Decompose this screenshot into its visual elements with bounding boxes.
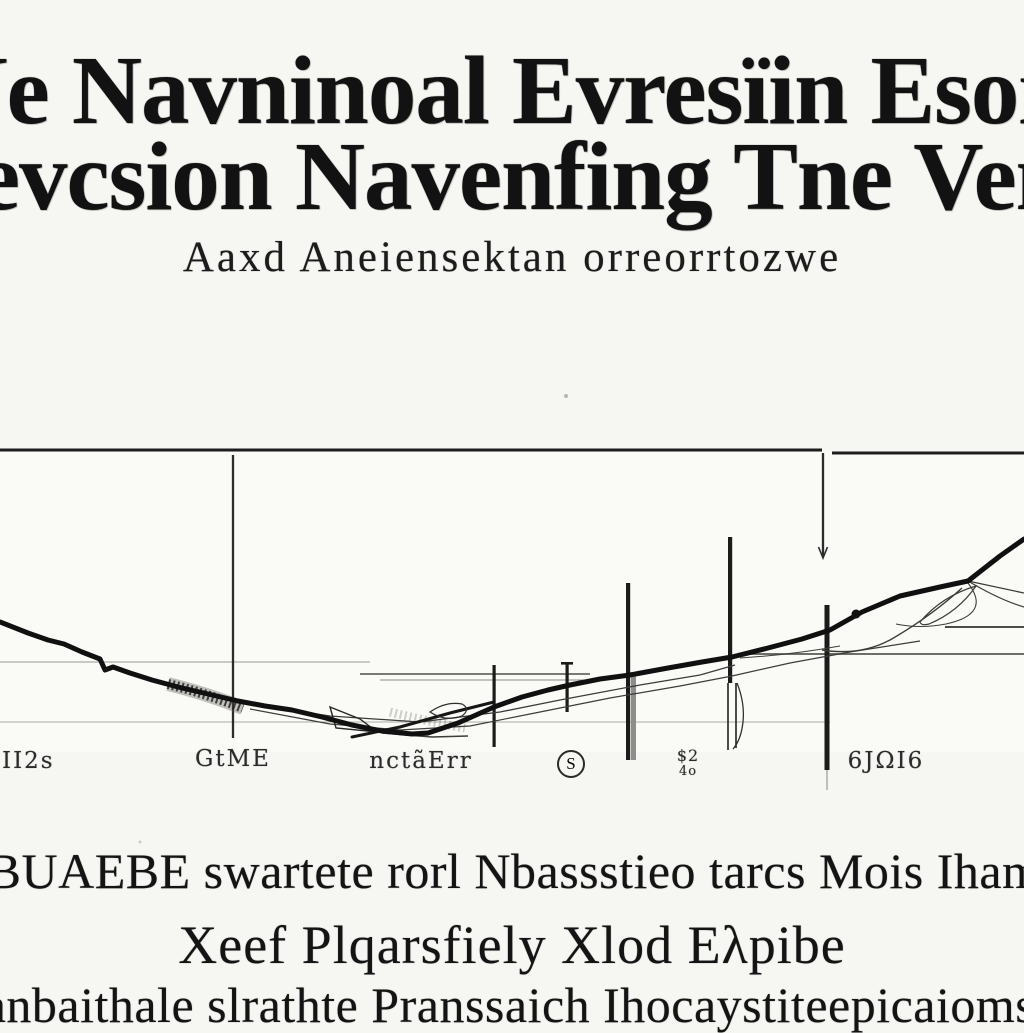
annotation-dot: [851, 609, 861, 619]
caption-line-2: Xeef Plqarsfiely Xlod Eλpibe: [178, 915, 846, 975]
x-axis-label-6: 6JΩI6: [847, 748, 925, 774]
x-axis-label-5: $2 4o: [676, 746, 700, 779]
headline-line-1: Ne Navninoal Evresïin Esoie: [0, 37, 1024, 144]
plot-area: [0, 452, 1024, 752]
hollow-bar-hook: [732, 682, 745, 750]
x-axis-label-2: GtME: [195, 746, 271, 772]
caption-line-3: resanbaithale slrathte Pranssaich Ihocay…: [0, 977, 1024, 1033]
paper-speck: [138, 840, 142, 844]
companion-lines: [242, 580, 1024, 738]
hollow-bar-outline: [727, 683, 737, 750]
x-axis-label-5-top: $2: [676, 746, 700, 765]
x-axis-label-4: S: [557, 750, 585, 778]
x-axis-label-5-sub: 4o: [678, 763, 698, 779]
x-axis-label-3: nctãErr: [369, 748, 473, 774]
hook-blob-outline: [428, 702, 468, 719]
circled-s-glyph: S: [557, 750, 585, 778]
caption-line-1: MFBUAEBE swartete rorl Nbassstieo tarcs …: [0, 843, 1024, 899]
paper-speck: [564, 394, 568, 398]
headline-line-2: Nevcsion Navenfing Tne Veng: [0, 123, 1024, 230]
pointer-arrowhead-icon: [817, 546, 829, 561]
x-axis-label-1: II2s: [2, 748, 55, 774]
main-price-line: [0, 536, 1024, 737]
headline-subtitle: Aaxd Aneiensektan orreorrtozwe: [182, 234, 842, 281]
